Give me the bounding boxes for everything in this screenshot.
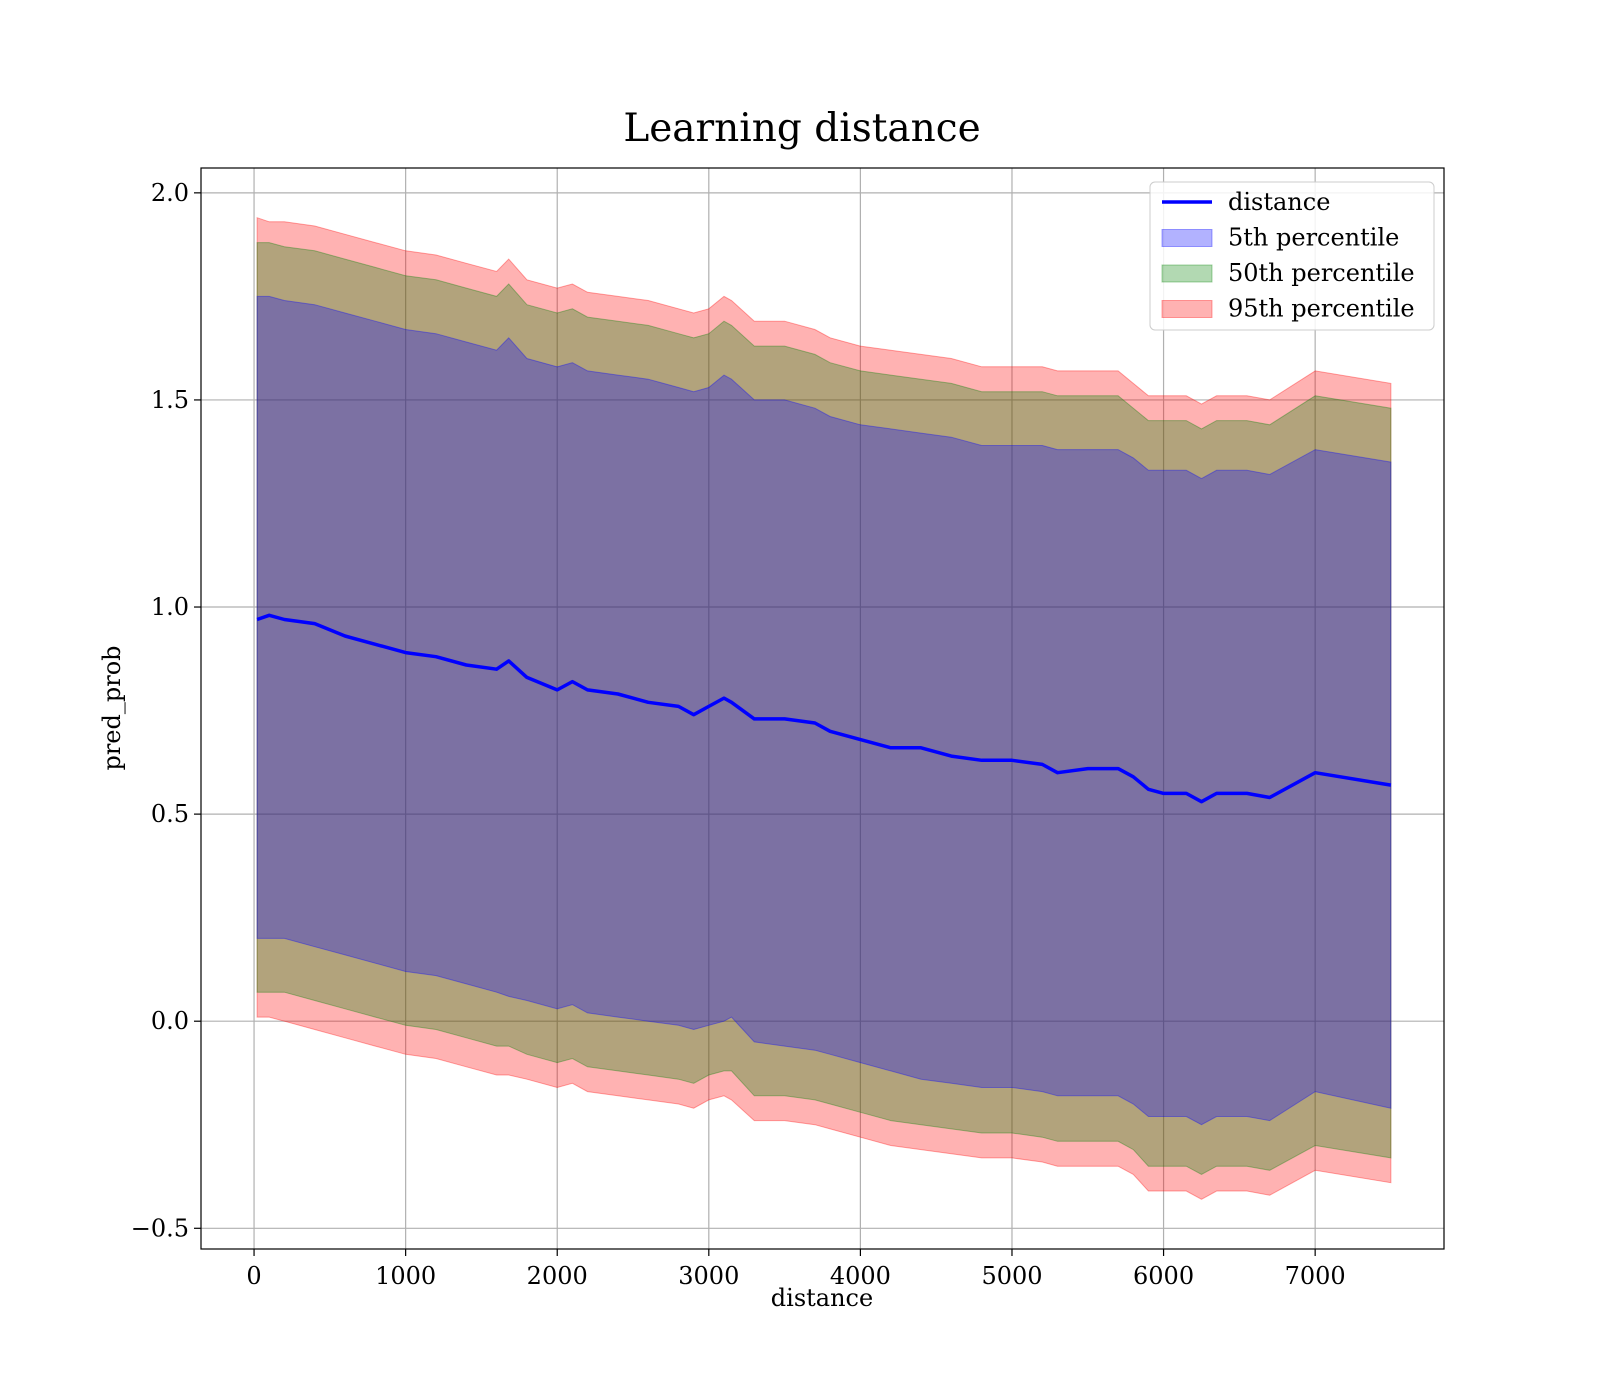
series-line-distance (256, 613, 1392, 804)
x-tick-label: 5000 (981, 1262, 1042, 1290)
legend-swatch (1161, 264, 1213, 283)
chart-title: Learning distance (623, 106, 980, 151)
y-tick-label: 0.0 (151, 1007, 189, 1035)
legend-swatch (1161, 300, 1213, 318)
legend-box (1149, 181, 1435, 331)
x-tick-label: 6000 (1133, 1262, 1194, 1290)
legend: distance 5th percentile 50th percentile 95t… (1149, 181, 1435, 331)
x-tick-label: 1000 (375, 1262, 436, 1290)
y-tick-label: 0.5 (151, 800, 189, 828)
band-95th-percentile (256, 217, 1392, 1200)
legend-label: 50th percentile (1228, 259, 1415, 287)
x-tick-label: 2000 (527, 1262, 588, 1290)
y-axis-label: pred_prob (98, 645, 126, 770)
axis-ticks: 0 1000 2000 3000 4000 5000 6000 7000 −0.5 0.0 0.5 1… (131, 179, 1346, 1290)
percentile-bands (256, 217, 1392, 1200)
y-tick-label: 2.0 (151, 179, 189, 207)
plot-area: 0 1000 2000 3000 4000 5000 6000 7000 −0.5 0.0 0.5 1… (131, 167, 1445, 1290)
band-5th-percentile (256, 295, 1392, 1126)
plot-frame (200, 167, 1445, 1250)
x-axis-label: distance (771, 1284, 873, 1312)
grid (201, 168, 1444, 1249)
y-tick-label: 1.0 (151, 593, 189, 621)
y-tick-label: 1.5 (151, 386, 189, 414)
x-tick-label: 7000 (1285, 1262, 1346, 1290)
legend-label: distance (1228, 188, 1330, 216)
legend-label: 95th percentile (1228, 295, 1415, 323)
x-tick-label: 0 (246, 1262, 261, 1290)
y-tick-label: −0.5 (131, 1214, 189, 1242)
x-tick-label: 3000 (678, 1262, 739, 1290)
distance-line-layer (256, 613, 1392, 804)
band-50th-percentile (256, 242, 1392, 1175)
legend-label: 5th percentile (1228, 224, 1399, 252)
legend-swatch (1161, 229, 1213, 247)
x-tick-label: 4000 (830, 1262, 891, 1290)
